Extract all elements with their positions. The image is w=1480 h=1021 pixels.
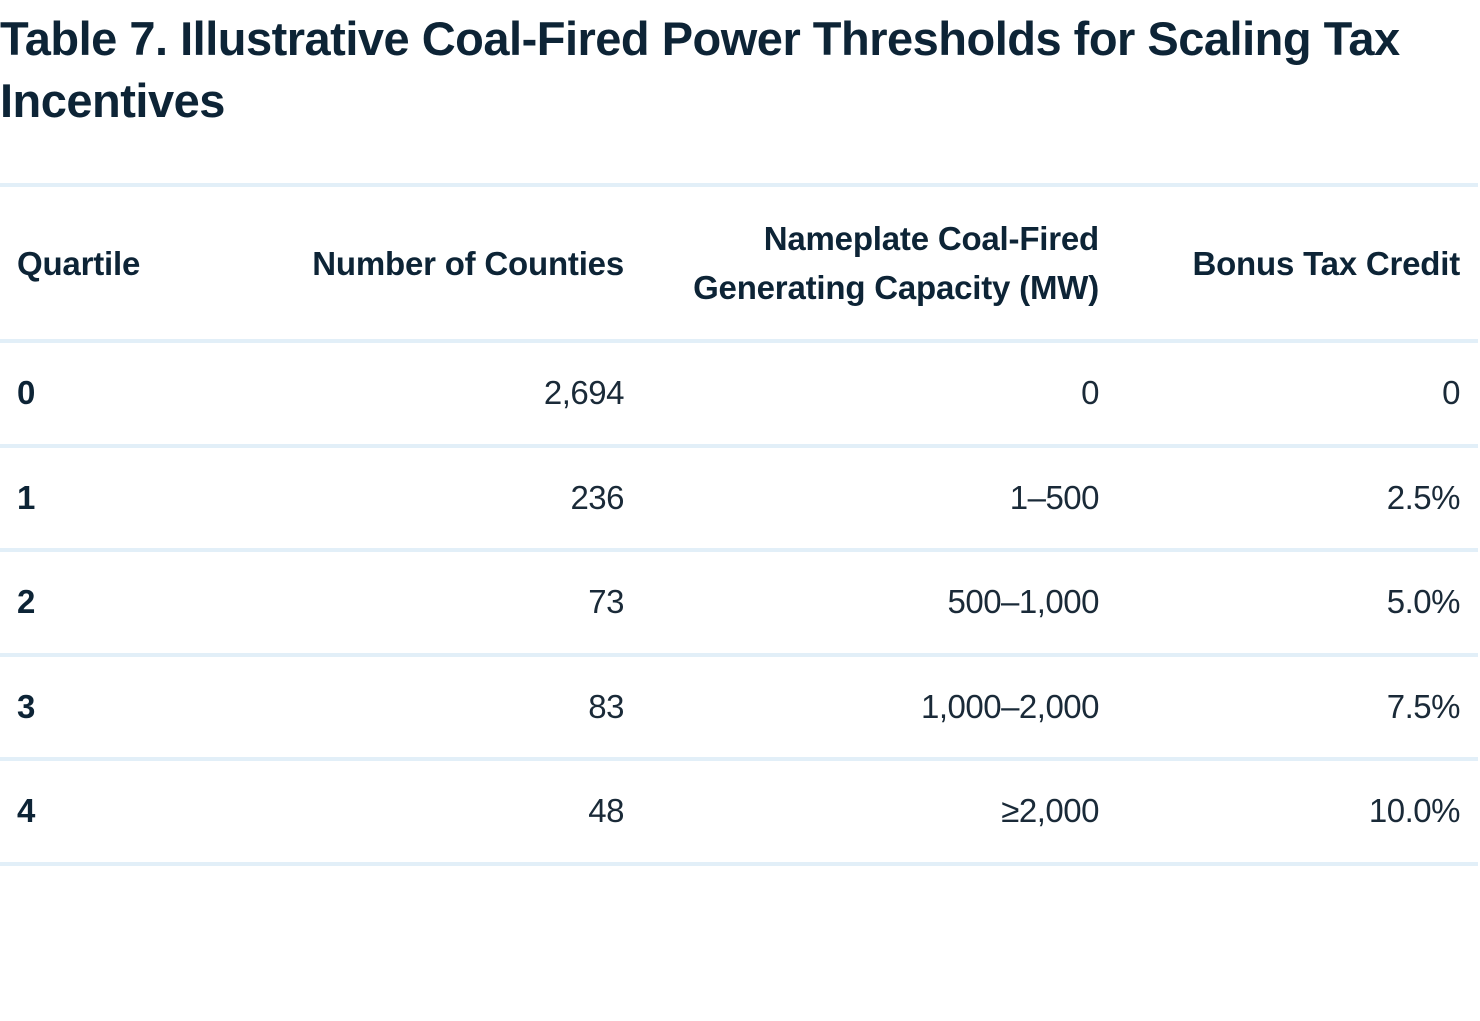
cell-quartile: 1 bbox=[17, 478, 35, 516]
cell-counties: 48 bbox=[588, 792, 624, 830]
data-table: Quartile Number of Counties Nameplate Co… bbox=[0, 183, 1478, 866]
cell-quartile: 0 bbox=[17, 374, 35, 412]
cell-spacer bbox=[1460, 550, 1478, 655]
cell-spacer bbox=[1460, 655, 1478, 760]
header-capacity: Nameplate Coal-Fired Generating Capacity… bbox=[624, 185, 1099, 341]
table-title: Table 7. Illustrative Coal-Fired Power T… bbox=[0, 12, 1400, 127]
cell-credit: 7.5% bbox=[1386, 687, 1461, 725]
cell-counties: 236 bbox=[570, 478, 624, 516]
cell-spacer bbox=[1460, 759, 1478, 864]
header-quartile: Quartile bbox=[17, 244, 141, 282]
cell-credit: 2.5% bbox=[1386, 478, 1461, 516]
table-row: 4 48 ≥2,000 10.0% bbox=[0, 759, 1478, 864]
cell-capacity: 500–1,000 bbox=[947, 583, 1100, 621]
table-row: 1 236 1–500 2.5% bbox=[0, 445, 1478, 551]
cell-spacer bbox=[1460, 341, 1478, 446]
table-header-row: Quartile Number of Counties Nameplate Co… bbox=[0, 185, 1478, 341]
cell-quartile: 4 bbox=[17, 792, 35, 830]
cell-credit: 0 bbox=[1442, 374, 1460, 412]
table-row: 2 73 500–1,000 5.0% bbox=[0, 550, 1478, 655]
cell-quartile: 2 bbox=[17, 583, 35, 621]
cell-credit: 5.0% bbox=[1386, 583, 1461, 621]
cell-credit: 10.0% bbox=[1368, 792, 1461, 830]
cell-capacity: ≥2,000 bbox=[1001, 792, 1099, 830]
header-number-of-counties: Number of Counties bbox=[312, 244, 624, 282]
cell-capacity: 0 bbox=[1081, 374, 1099, 412]
table-row: 3 83 1,000–2,000 7.5% bbox=[0, 654, 1478, 760]
cell-counties: 83 bbox=[588, 687, 624, 725]
cell-quartile: 3 bbox=[17, 687, 35, 725]
table-row: 0 2,694 0 0 bbox=[0, 341, 1478, 446]
header-bonus-tax-credit: Bonus Tax Credit bbox=[1192, 244, 1460, 282]
header-spacer bbox=[1460, 185, 1478, 341]
cell-capacity: 1,000–2,000 bbox=[920, 687, 1100, 725]
cell-spacer bbox=[1460, 446, 1478, 551]
cell-counties: 2,694 bbox=[543, 374, 625, 412]
header-capacity-label: Nameplate Coal-Fired Generating Capacity… bbox=[693, 220, 1099, 306]
cell-counties: 73 bbox=[588, 583, 624, 621]
cell-capacity: 1–500 bbox=[1009, 478, 1100, 516]
